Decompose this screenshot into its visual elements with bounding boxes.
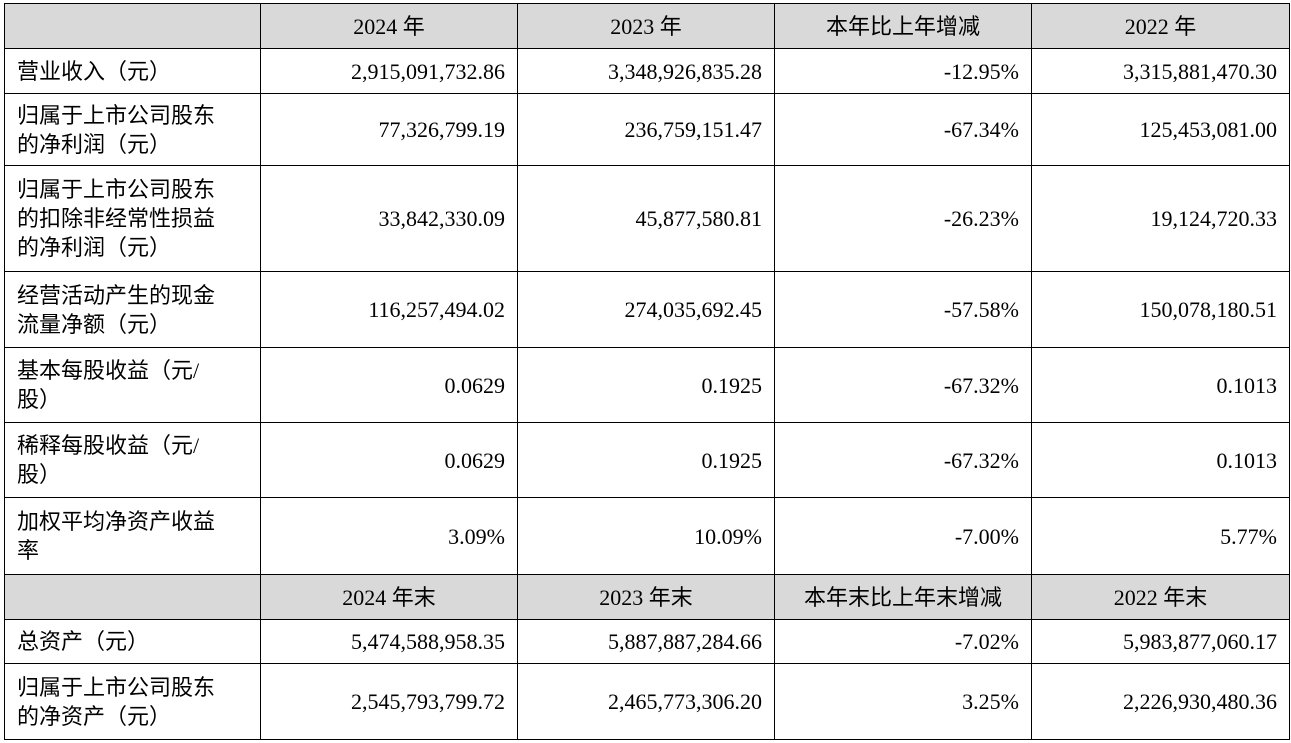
header-cell: 2024 年末 <box>260 574 518 620</box>
value-cell: 0.0629 <box>260 347 518 423</box>
row-label-line: 经营活动产生的现金 <box>17 282 216 308</box>
value-cell: 0.0629 <box>260 422 518 498</box>
value-cell: 45,877,580.81 <box>517 165 775 272</box>
value-cell: 5,474,588,958.35 <box>260 619 518 664</box>
value-cell: 2,915,091,732.86 <box>260 48 518 94</box>
row-label-line: 总资产（元） <box>17 629 150 654</box>
financial-summary-table: 2024 年 2023 年 本年比上年增减 2022 年 营业收入（元） 2,9… <box>4 3 1290 740</box>
value-cell: 2,465,773,306.20 <box>517 663 775 740</box>
value-cell: 150,078,180.51 <box>1031 271 1290 348</box>
header-cell: 2023 年末 <box>517 574 775 620</box>
header-cell: 2022 年 <box>1031 3 1290 49</box>
table-row: 加权平均净资产收益率 3.09% 10.09% -7.00% 5.77% <box>4 497 1290 575</box>
table-header-row: 2024 年 2023 年 本年比上年增减 2022 年 <box>4 3 1290 49</box>
value-cell: 77,326,799.19 <box>260 93 518 166</box>
header-cell: 2023 年 <box>517 3 775 49</box>
row-label-line: 基本每股收益（元/ <box>17 358 200 383</box>
row-label: 稀释每股收益（元/股） <box>4 422 261 498</box>
row-label: 基本每股收益（元/股） <box>4 347 261 423</box>
table-header-row: 2024 年末 2023 年末 本年末比上年末增减 2022 年末 <box>4 574 1290 620</box>
value-cell: 5.77% <box>1031 497 1290 575</box>
table-row: 营业收入（元） 2,915,091,732.86 3,348,926,835.2… <box>4 48 1290 94</box>
value-cell: 116,257,494.02 <box>260 271 518 348</box>
value-cell: -57.58% <box>774 271 1032 348</box>
value-cell: 0.1013 <box>1031 347 1290 423</box>
value-cell: 0.1925 <box>517 422 775 498</box>
table-row: 归属于上市公司股东 的净资产（元） 2,545,793,799.72 2,465,… <box>4 663 1290 740</box>
row-label-line: 归属于上市公司股东 <box>17 102 216 128</box>
value-cell: 0.1925 <box>517 347 775 423</box>
table-row: 经营活动产生的现金 流量净额（元） 116,257,494.02 274,035,… <box>4 271 1290 348</box>
value-cell: 5,983,877,060.17 <box>1031 619 1290 664</box>
value-cell: 0.1013 <box>1031 422 1290 498</box>
value-cell: 5,887,887,284.66 <box>517 619 775 664</box>
row-label-line: 股） <box>17 462 62 487</box>
header-cell: 2022 年末 <box>1031 574 1290 620</box>
value-cell: 3,315,881,470.30 <box>1031 48 1290 94</box>
header-corner-cell <box>4 3 261 49</box>
row-label: 营业收入（元） <box>4 48 261 94</box>
value-cell: -67.34% <box>774 93 1032 166</box>
row-label-line: 的扣除非经常性损益 <box>17 206 216 231</box>
row-label-line: 流量净额（元） <box>17 311 172 337</box>
row-label-line: 的净利润（元） <box>17 235 172 260</box>
row-label-line: 归属于上市公司股东 <box>17 674 216 700</box>
row-label-line: 营业收入（元） <box>17 58 172 84</box>
header-corner-cell <box>4 574 261 620</box>
table-row: 归属于上市公司股东 的扣除非经常性损益 的净利润（元） 33,842,330.09 … <box>4 165 1290 272</box>
value-cell: 10.09% <box>517 497 775 575</box>
row-label-line: 稀释每股收益（元/ <box>17 433 200 458</box>
row-label-line: 股） <box>17 387 62 412</box>
row-label: 归属于上市公司股东 的净利润（元） <box>4 93 261 166</box>
value-cell: 3,348,926,835.28 <box>517 48 775 94</box>
value-cell: -7.02% <box>774 619 1032 664</box>
value-cell: 33,842,330.09 <box>260 165 518 272</box>
table-row: 基本每股收益（元/股） 0.0629 0.1925 -67.32% 0.1013 <box>4 347 1290 423</box>
row-label: 归属于上市公司股东 的净资产（元） <box>4 663 261 740</box>
row-label-line: 加权平均净资产收益 <box>17 509 216 534</box>
row-label-line: 率 <box>17 538 40 563</box>
row-label: 总资产（元） <box>4 619 261 664</box>
value-cell: -26.23% <box>774 165 1032 272</box>
header-cell: 本年末比上年末增减 <box>774 574 1032 620</box>
value-cell: 3.09% <box>260 497 518 575</box>
value-cell: -67.32% <box>774 347 1032 423</box>
row-label: 经营活动产生的现金 流量净额（元） <box>4 271 261 348</box>
row-label-line: 的净资产（元） <box>17 703 172 729</box>
value-cell: 2,226,930,480.36 <box>1031 663 1290 740</box>
value-cell: -12.95% <box>774 48 1032 94</box>
value-cell: 125,453,081.00 <box>1031 93 1290 166</box>
value-cell: 3.25% <box>774 663 1032 740</box>
row-label: 归属于上市公司股东 的扣除非经常性损益 的净利润（元） <box>4 165 261 272</box>
value-cell: -67.32% <box>774 422 1032 498</box>
table-row: 稀释每股收益（元/股） 0.0629 0.1925 -67.32% 0.1013 <box>4 422 1290 498</box>
header-cell: 2024 年 <box>260 3 518 49</box>
value-cell: 19,124,720.33 <box>1031 165 1290 272</box>
value-cell: -7.00% <box>774 497 1032 575</box>
value-cell: 236,759,151.47 <box>517 93 775 166</box>
value-cell: 274,035,692.45 <box>517 271 775 348</box>
row-label-line: 归属于上市公司股东 <box>17 177 216 202</box>
table-row: 总资产（元） 5,474,588,958.35 5,887,887,284.66… <box>4 619 1290 664</box>
row-label: 加权平均净资产收益率 <box>4 497 261 575</box>
row-label-line: 的净利润（元） <box>17 131 172 157</box>
value-cell: 2,545,793,799.72 <box>260 663 518 740</box>
table-row: 归属于上市公司股东 的净利润（元） 77,326,799.19 236,759,1… <box>4 93 1290 166</box>
header-cell: 本年比上年增减 <box>774 3 1032 49</box>
